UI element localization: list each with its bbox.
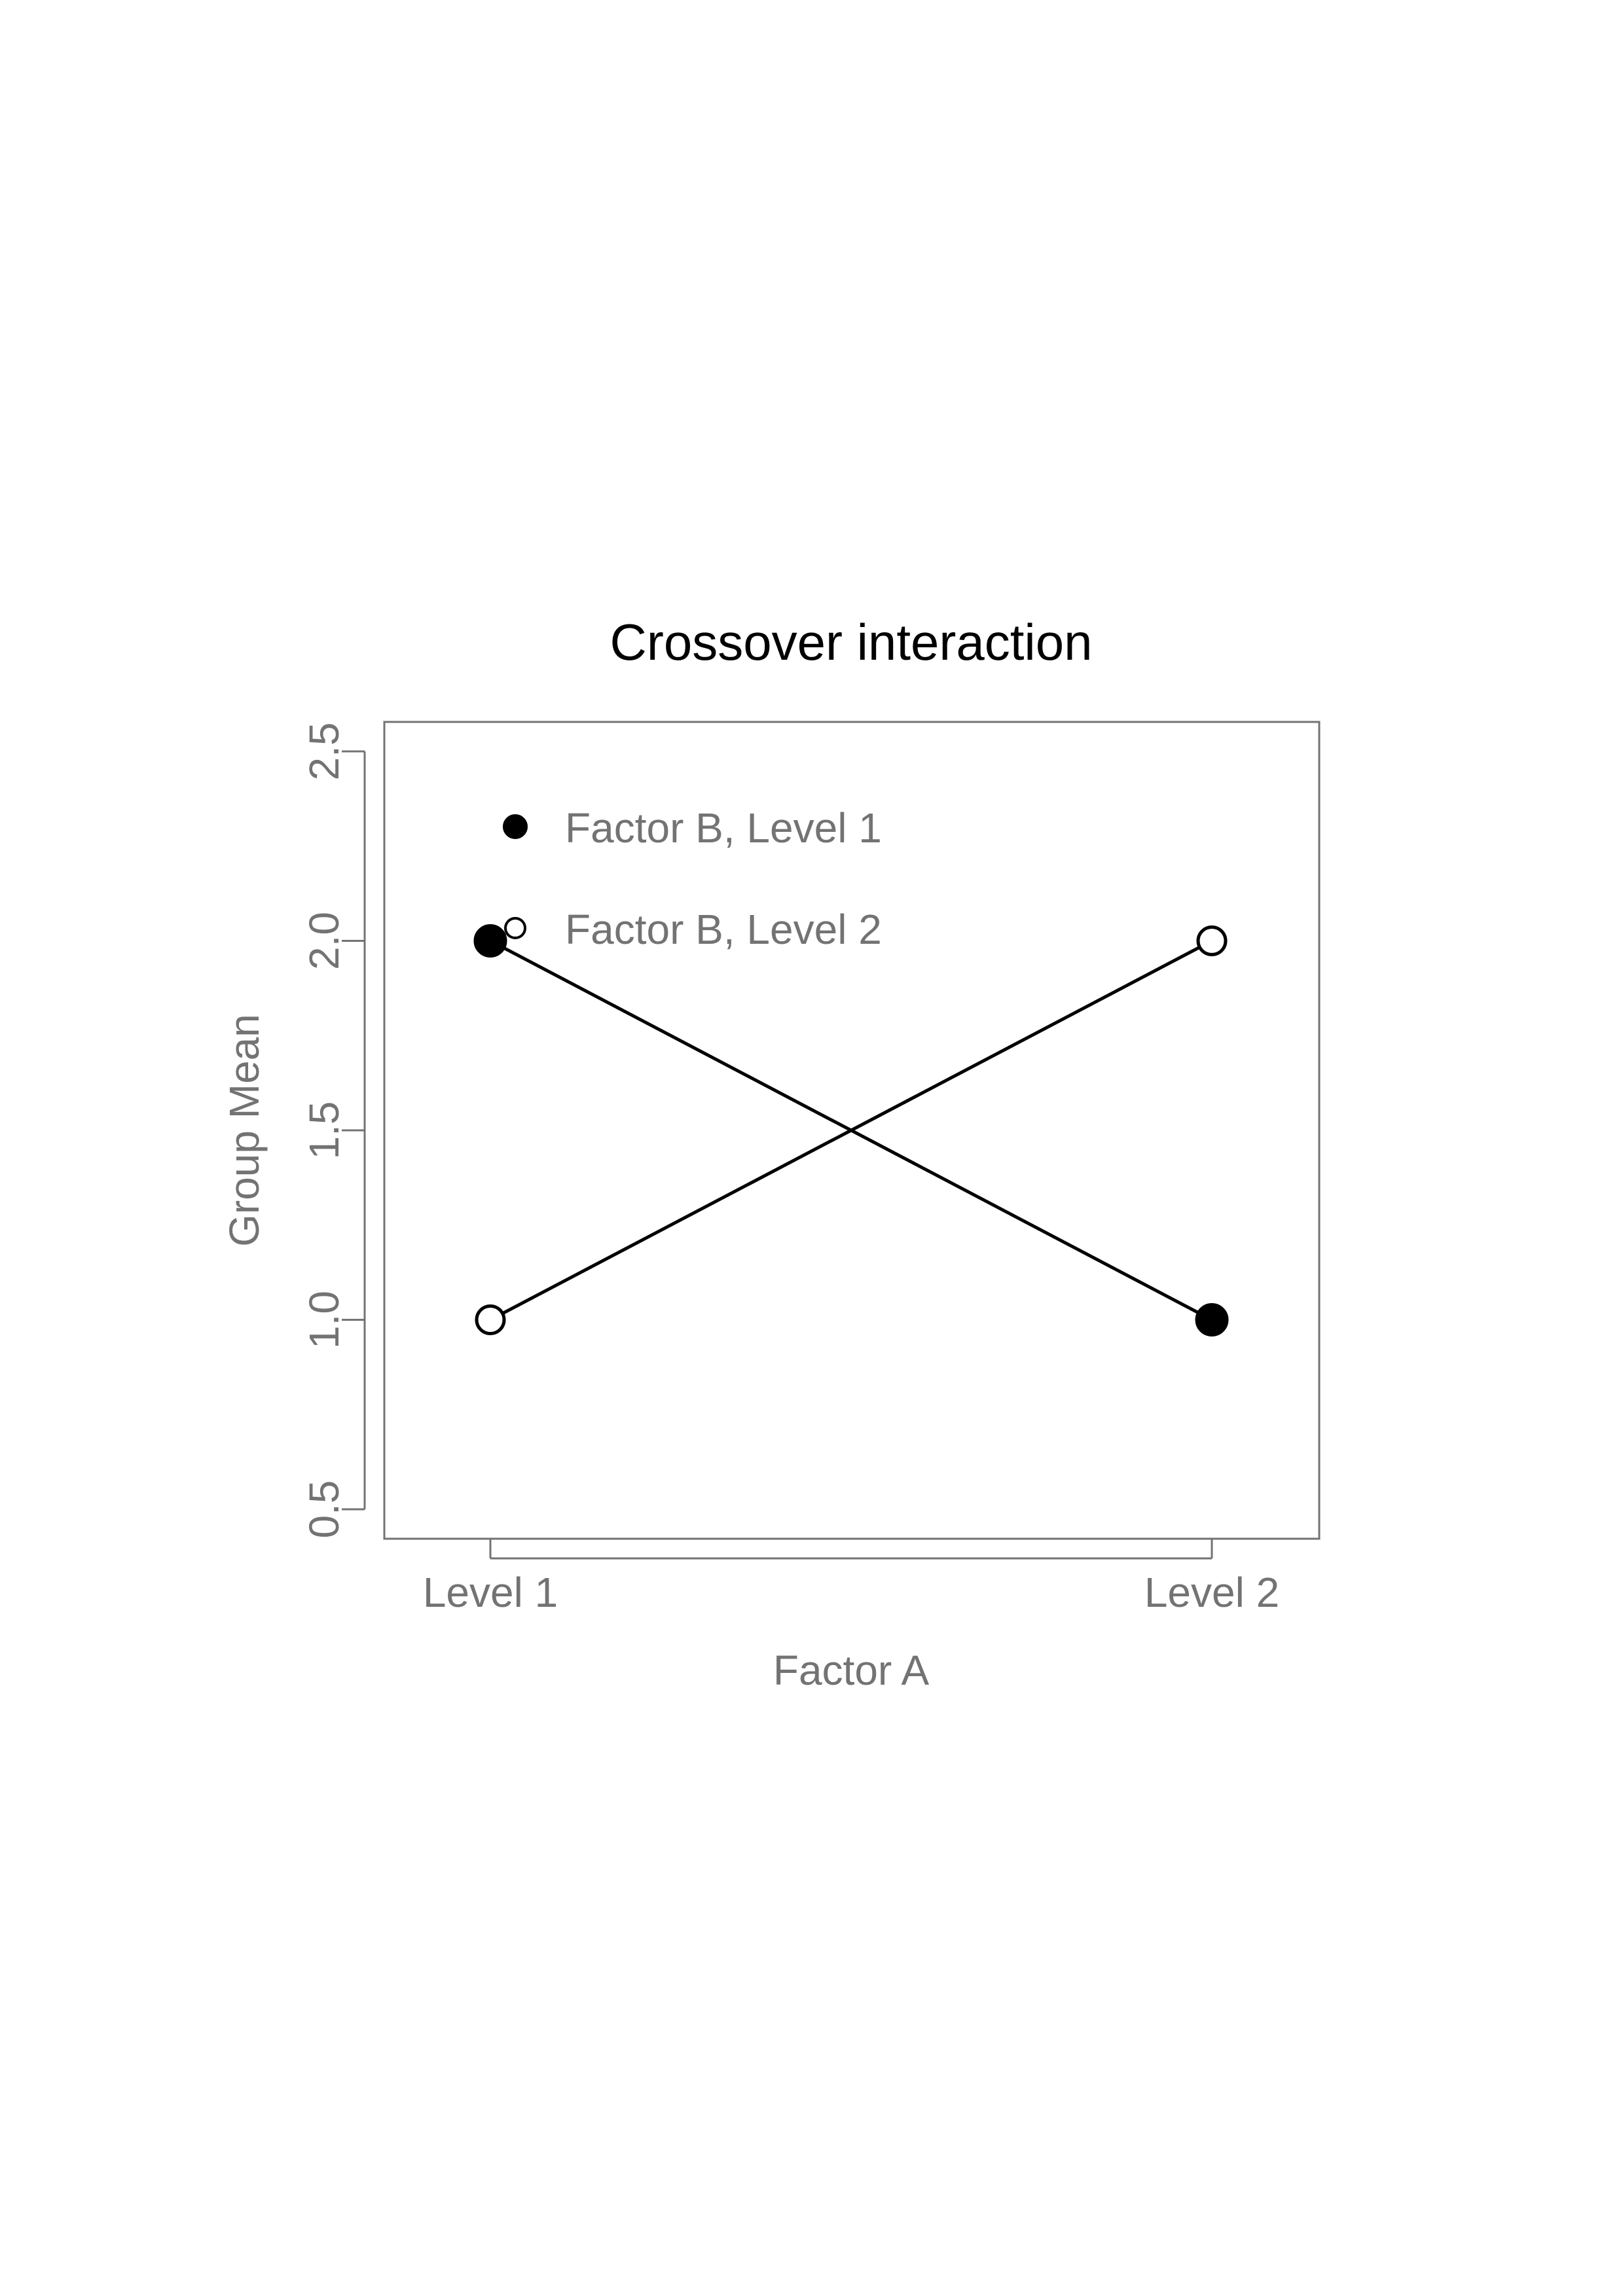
x-axis-label: Factor A <box>773 1647 930 1694</box>
data-point-series-1 <box>473 924 507 958</box>
y-tick-label: 2.5 <box>301 723 348 781</box>
y-tick-label: 1.0 <box>301 1291 348 1349</box>
y-tick-label: 0.5 <box>301 1480 348 1539</box>
series-layer <box>473 924 1229 1336</box>
legend-label: Factor B, Level 2 <box>565 906 882 953</box>
legend: Factor B, Level 1 Factor B, Level 2 <box>503 804 882 953</box>
legend-marker-filled <box>503 814 528 839</box>
y-axis-label: Group Mean <box>221 1014 268 1247</box>
plot-frame <box>383 721 1321 1540</box>
y-axis-ticks: 0.5 1.0 1.5 2.0 2.5 <box>301 723 365 1539</box>
data-point-series-2 <box>1196 925 1228 956</box>
legend-label: Factor B, Level 1 <box>565 804 882 852</box>
y-tick-label: 1.5 <box>301 1102 348 1160</box>
x-tick-label: Level 1 <box>423 1569 558 1616</box>
data-point-series-2 <box>475 1304 506 1335</box>
x-tick-label: Level 2 <box>1144 1569 1279 1616</box>
x-axis-ticks: Level 1 Level 2 <box>423 1539 1279 1616</box>
y-tick-label: 2.0 <box>301 912 348 970</box>
chart-title: Crossover interaction <box>610 613 1093 671</box>
series-line-2 <box>489 939 1213 1321</box>
data-point-series-1 <box>1195 1303 1229 1336</box>
legend-marker-open <box>504 917 526 939</box>
